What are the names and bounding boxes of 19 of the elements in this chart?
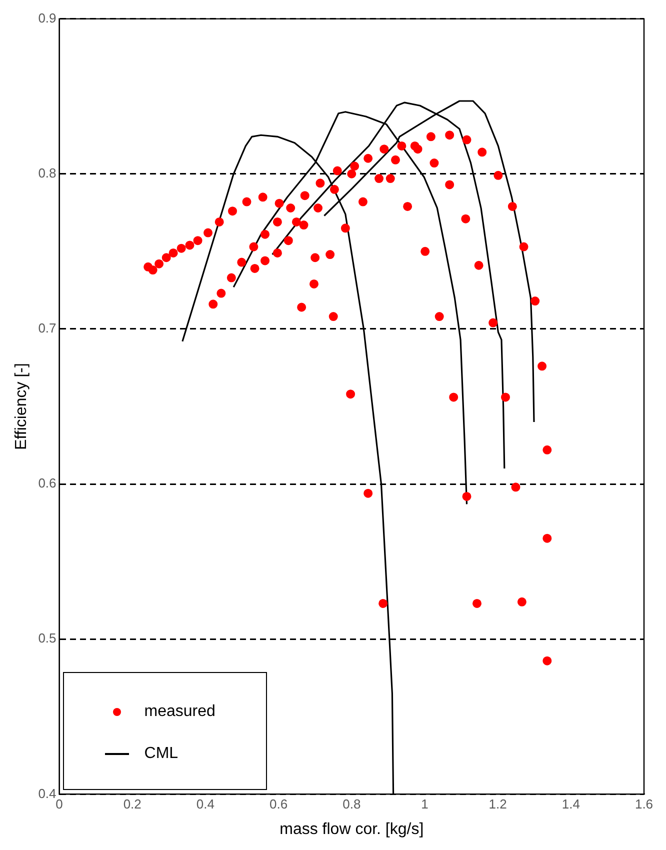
- y-tick-label: 0.5: [38, 630, 56, 646]
- x-tick-label: 1.4: [562, 796, 580, 812]
- y-tick-label: 0.6: [38, 476, 56, 491]
- y-axis-title: Efficiency [-]: [13, 363, 30, 450]
- x-axis-title: mass flow cor. [kg/s]: [280, 820, 424, 838]
- x-tick-label: 0.2: [123, 796, 142, 812]
- x-tick-label: 0.4: [196, 796, 214, 812]
- y-tick-label: 0.9: [38, 10, 56, 26]
- x-tick-label: 0.8: [342, 796, 361, 812]
- x-tick-label: 0: [56, 796, 63, 812]
- y-tick-label: 0.4: [38, 786, 56, 801]
- legend-label: measured: [144, 703, 216, 722]
- legend-label: CML: [144, 745, 178, 764]
- y-tick-label: 0.8: [38, 165, 56, 180]
- x-tick-label: 1: [421, 796, 428, 812]
- x-tick-label: 1.6: [634, 796, 654, 812]
- y-tick-label: 0.7: [38, 320, 56, 336]
- x-tick-label: 1.2: [488, 796, 507, 812]
- x-tick-label: 0.6: [270, 796, 288, 812]
